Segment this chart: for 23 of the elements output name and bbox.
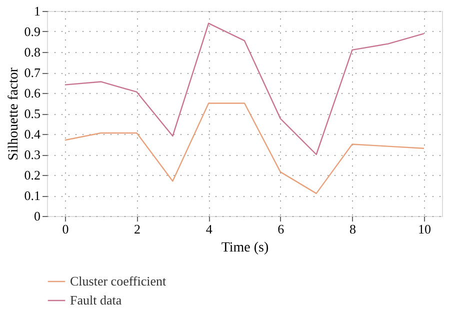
- y-tick-label: 0.3: [24, 147, 40, 162]
- y-tick-label: 0.9: [24, 24, 40, 39]
- y-tick-label: 0.8: [24, 44, 40, 60]
- x-tick-label: 0: [62, 222, 69, 236]
- y-axis-title: Silhouette factor: [6, 67, 22, 160]
- y-tick-label: 0.5: [24, 106, 40, 121]
- x-tick-label: 6: [278, 222, 285, 236]
- legend-label: Fault data: [70, 292, 122, 308]
- line-series: [64, 102, 425, 194]
- legend-label: Cluster coefficient: [70, 274, 167, 288]
- y-tick-label: 0.4: [24, 126, 41, 142]
- y-tick-label: 0.6: [24, 86, 41, 100]
- x-tick-label: 4: [206, 222, 213, 236]
- x-tick-label: 10: [418, 222, 432, 236]
- y-tick-label: 0.2: [24, 168, 40, 182]
- y-tick-label: 1: [34, 4, 40, 18]
- y-tick-label: 0.1: [24, 188, 40, 203]
- x-tick-label: 2: [134, 222, 141, 236]
- x-tick-label: 8: [349, 222, 356, 236]
- y-tick-label: 0.7: [24, 65, 41, 80]
- y-tick-label: 0: [34, 208, 40, 224]
- line-series: [64, 22, 425, 156]
- x-axis-title: Time (s): [221, 240, 269, 256]
